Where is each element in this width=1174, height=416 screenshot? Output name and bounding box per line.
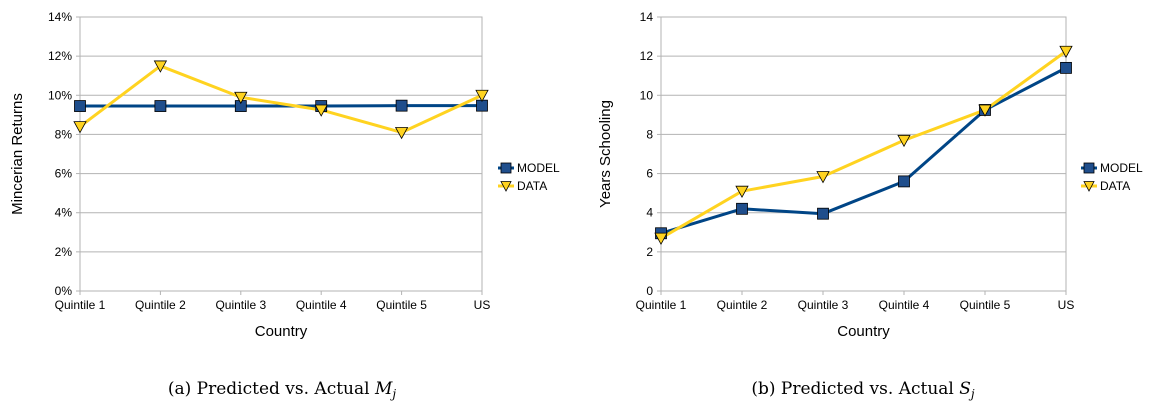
x-tick-label: US [474,298,491,312]
legend-entry-model: MODEL [1081,161,1143,175]
x-tick-label: Quintile 3 [798,298,849,312]
plot-area [79,16,483,292]
caption-subscript: j [389,387,396,401]
data-point-data [735,185,749,199]
data-point-data [816,171,830,184]
y-tick-label: 12 [640,49,654,63]
y-axis-title: Mincerian Returns [9,93,26,215]
y-tick-label: 2% [55,245,73,259]
data-point-model [898,175,910,188]
y-tick-label: 8 [646,127,653,141]
y-tick-label: 8% [55,127,73,141]
data-point-data [654,232,668,245]
legend-entry-data: DATA [1081,179,1130,193]
caption-math-symbol: S [959,379,971,399]
caption-math-symbol: M [374,379,393,399]
legend-label: MODEL [1100,161,1143,175]
data-point-data [1059,45,1073,59]
legend-marker-square [1083,162,1095,174]
y-tick-label: 4 [646,206,653,220]
series-line-model [660,66,1067,235]
x-tick-label: Quintile 5 [960,298,1011,312]
y-tick-label: 6 [646,167,653,181]
data-point-model [736,202,748,215]
legend-marker-triangle [500,181,512,192]
x-tick-label: US [1058,298,1075,312]
x-tick-label: Quintile 2 [135,298,186,312]
x-tick-label: Quintile 2 [717,298,768,312]
y-tick-label: 12% [48,49,72,63]
x-axis-title: Country [255,323,308,340]
data-point-data [314,104,328,117]
plot-area [660,16,1067,292]
caption-subscript: j [968,387,975,401]
data-point-model [395,99,408,112]
x-tick-label: Quintile 1 [55,298,106,312]
data-point-data [897,134,911,148]
data-point-data [978,104,992,117]
legend-entry-data: DATA [498,179,547,193]
legend-entry-model: MODEL [498,161,560,175]
legend-label: MODEL [517,161,560,175]
series-line-data [660,50,1067,240]
y-tick-label: 14 [640,10,654,24]
x-tick-label: Quintile 1 [636,298,687,312]
figure-caption: (a) Predicted vs. Actual Mj [168,379,397,401]
y-tick-label: 6% [55,167,73,181]
y-tick-label: 4% [55,206,73,220]
x-tick-label: Quintile 4 [296,298,347,312]
caption-text: (a) Predicted vs. Actual [168,379,375,399]
y-tick-label: 10 [640,88,654,102]
data-point-data [153,60,168,73]
x-tick-label: Quintile 4 [879,298,930,312]
y-tick-label: 0 [646,284,653,298]
figure-caption: (b) Predicted vs. Actual Sj [751,379,975,401]
data-point-model [74,100,86,112]
legend-label: DATA [517,179,547,193]
x-tick-label: Quintile 5 [376,298,427,312]
y-tick-label: 2 [646,245,653,259]
data-point-data [234,91,248,105]
x-axis-title: Country [837,323,890,340]
y-tick-label: 14% [48,10,72,24]
legend-label: DATA [1100,179,1130,193]
caption-text: (b) Predicted vs. Actual [751,379,959,399]
legend-marker-triangle [1083,181,1095,192]
data-point-data [475,89,489,103]
chart-mincerian-returns: 0% 2% 4% 6% 8% 10% 12% 14% Quintile 1 Quintile 2 Q… [9,10,560,401]
data-point-model [154,100,167,112]
y-tick-label: 10% [48,88,72,102]
y-axis-title: Years Schooling [597,100,614,208]
legend-marker-square [500,162,512,174]
data-point-model [817,207,829,220]
series-line-data [79,64,483,134]
x-tick-label: Quintile 3 [215,298,266,312]
data-point-data [73,121,87,134]
chart-years-schooling: 0 2 4 6 8 10 12 14 Quintile 1 Quintile 2 Quintile … [597,10,1143,401]
y-tick-label: 0% [55,284,73,298]
data-point-model [1060,61,1072,74]
data-point-data [394,127,409,140]
